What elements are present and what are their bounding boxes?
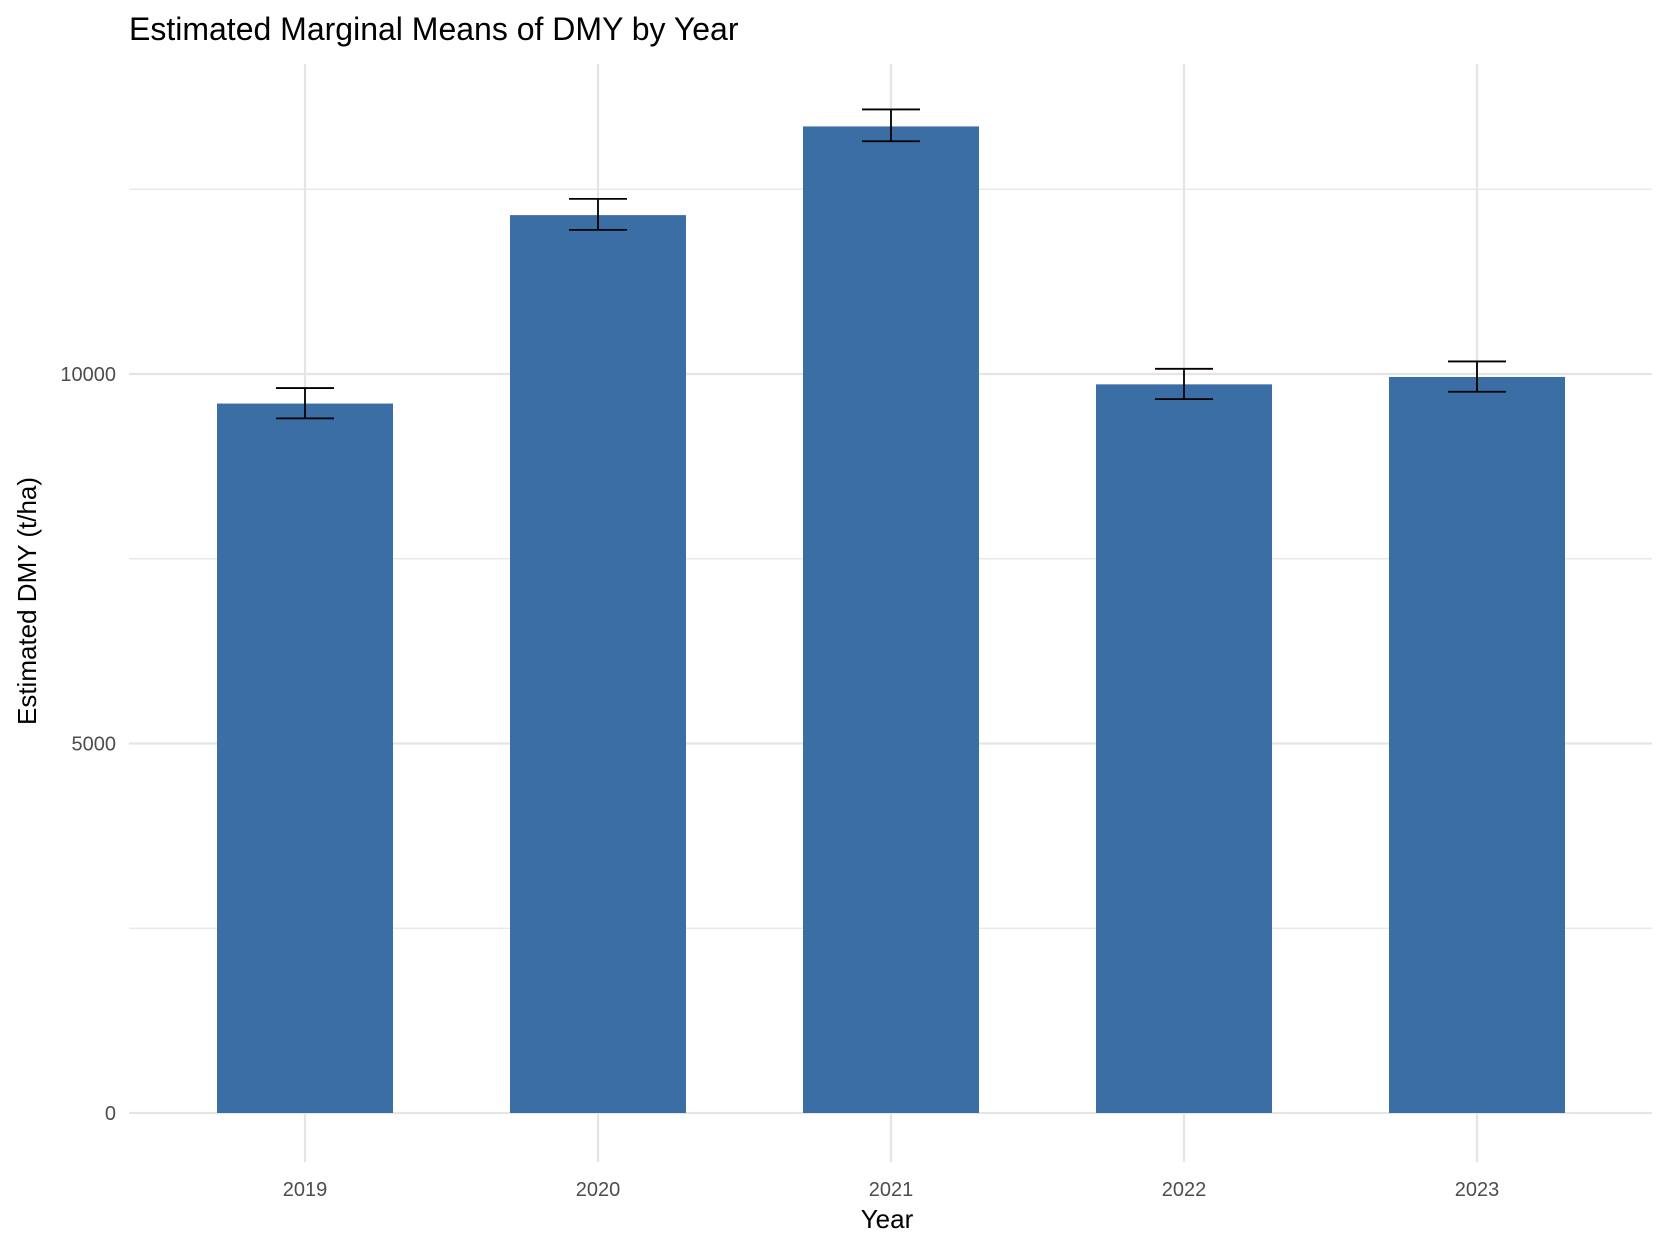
errorbar-2021 (862, 108, 920, 143)
x-tick-label: 2019 (283, 1179, 328, 1201)
y-axis-title: Estimated DMY (t/ha) (12, 477, 42, 725)
y-tick-label: 0 (105, 1103, 116, 1125)
x-tick-label: 2023 (1455, 1179, 1500, 1201)
errorbar-2023 (1448, 360, 1506, 393)
bar-2020 (510, 215, 686, 1114)
errorbar-layer (276, 108, 1506, 420)
bar-layer (217, 126, 1565, 1114)
axis-layer: 0 5000 10000 2019 2020 2021 2022 2023 (60, 364, 1499, 1201)
bar-2023 (1389, 376, 1565, 1113)
y-tick-label: 10000 (60, 364, 116, 386)
x-tick-label: 2020 (576, 1179, 621, 1201)
y-tick-label: 5000 (72, 734, 117, 756)
errorbar-2019 (276, 387, 334, 420)
x-tick-label: 2021 (869, 1179, 914, 1201)
errorbar-2022 (1155, 367, 1213, 401)
chart-title: Estimated Marginal Means of DMY by Year (129, 11, 739, 47)
errorbar-2020 (569, 197, 627, 231)
bar-2022 (1096, 384, 1272, 1113)
bar-2019 (217, 403, 393, 1113)
x-axis-title: Year (861, 1204, 914, 1234)
x-tick-label: 2022 (1162, 1179, 1207, 1201)
bar-2021 (803, 126, 979, 1113)
